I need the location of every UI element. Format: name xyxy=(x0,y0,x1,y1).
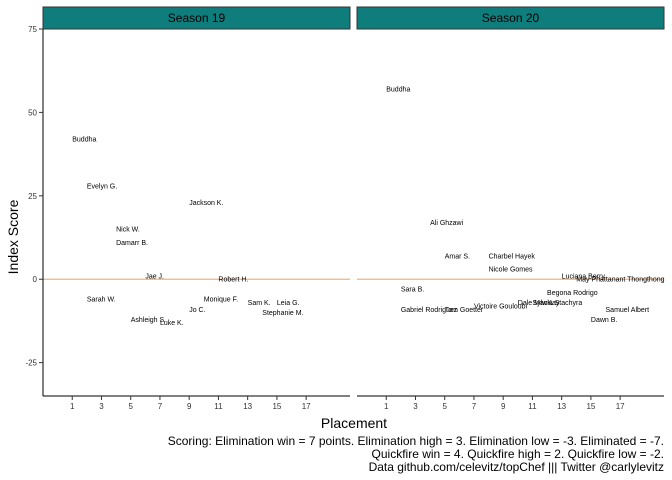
point-label: Damarr B. xyxy=(116,240,148,247)
point-label: Ashleigh S. xyxy=(131,317,166,324)
point-label: Nick W. xyxy=(116,227,140,234)
x-tick-label: 17 xyxy=(302,402,311,411)
point-label: Begona Rodrigo xyxy=(547,290,598,297)
x-axis-title: Placement xyxy=(321,415,387,431)
facet-strip xyxy=(356,6,665,30)
x-tick-label: 11 xyxy=(528,402,537,411)
point-label: Leia G. xyxy=(277,300,300,307)
x-tick-label: 1 xyxy=(70,402,75,411)
point-label: Dawn B. xyxy=(591,317,618,324)
point-label: May Phattanant Thongthong xyxy=(576,277,664,284)
point-label: Amar S. xyxy=(445,253,470,260)
y-axis-title: Index Score xyxy=(5,199,21,274)
x-tick-label: 9 xyxy=(501,402,506,411)
x-tick-label: 7 xyxy=(472,402,477,411)
point-label: Monique F. xyxy=(204,297,238,304)
caption-line-2: Quickfire win = 4. Quickfire high = 2. Q… xyxy=(372,447,664,461)
x-tick-label: 15 xyxy=(272,402,281,411)
x-tick-label: 3 xyxy=(413,402,418,411)
point-label: Dale MacKay xyxy=(518,300,560,307)
x-tick-label: 5 xyxy=(128,402,133,411)
facet-strip-label: Season 20 xyxy=(482,11,540,25)
point-label: Luciana Berry xyxy=(562,273,606,280)
x-tick-label: 1 xyxy=(384,402,389,411)
y-tick-label: 50 xyxy=(28,108,37,117)
caption-line-1: Scoring: Elimination win = 7 points. Eli… xyxy=(168,434,664,448)
point-label: Jackson K. xyxy=(189,200,223,207)
point-label: Buddha xyxy=(72,137,96,144)
point-label: Sara B. xyxy=(401,287,424,294)
x-tick-label: 3 xyxy=(99,402,104,411)
point-label: Jo C. xyxy=(189,307,205,314)
x-tick-label: 13 xyxy=(557,402,566,411)
y-tick-label: 75 xyxy=(28,25,37,34)
y-tick-label: -25 xyxy=(25,359,37,368)
point-label: Samuel Albert xyxy=(606,307,650,314)
point-label: Sam K. xyxy=(248,300,271,307)
point-label: Ali Ghzawi xyxy=(430,220,464,227)
point-label: Victoire Gouloubi xyxy=(474,303,528,310)
y-axis: -25 0 25 50 75 xyxy=(25,25,44,396)
point-label: Robert H. xyxy=(218,277,248,284)
point-label: Sylwia Stachyra xyxy=(532,300,582,307)
point-label: Charbel Hayek xyxy=(489,253,536,260)
point-label: Buddha xyxy=(386,87,410,94)
x-tick-label: 17 xyxy=(616,402,625,411)
point-label: Stephanie M. xyxy=(262,310,303,317)
x-tick-label: 5 xyxy=(442,402,447,411)
point-label: Tom Goetter xyxy=(445,307,484,314)
y-tick-label: 25 xyxy=(28,192,37,201)
point-label: Jae J. xyxy=(145,273,164,280)
y-tick-label: 0 xyxy=(33,275,38,284)
point-label: Luke K. xyxy=(160,320,184,327)
point-label: Gabriel Rodriguez xyxy=(401,307,458,314)
facet-strip-label: Season 19 xyxy=(168,11,226,25)
x-tick-label: 11 xyxy=(214,402,223,411)
facet-strip xyxy=(42,6,351,30)
point-label: Evelyn G. xyxy=(87,183,117,190)
x-tick-label: 13 xyxy=(243,402,252,411)
x-tick-label: 15 xyxy=(586,402,595,411)
x-tick-label: 9 xyxy=(187,402,192,411)
x-tick-label: 7 xyxy=(158,402,163,411)
point-label: Sarah W. xyxy=(87,297,116,304)
caption-line-3: Data github.com/celevitz/topChef ||| Twi… xyxy=(369,460,664,474)
point-label: Nicole Gomes xyxy=(489,267,533,274)
